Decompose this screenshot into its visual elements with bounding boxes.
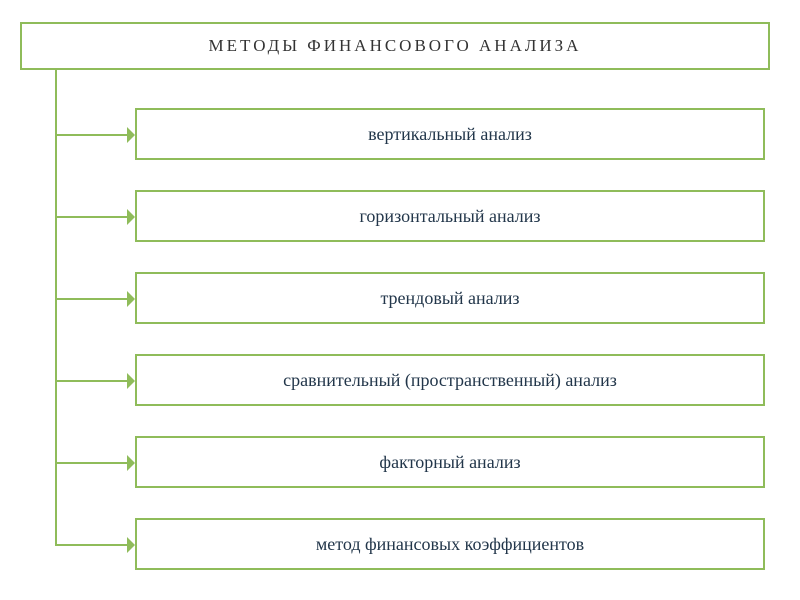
item-label: сравнительный (пространственный) анализ (283, 370, 617, 391)
item-label: метод финансовых коэффициентов (316, 534, 584, 555)
item-label: горизонтальный анализ (360, 206, 541, 227)
diagram-container: МЕТОДЫ ФИНАНСОВОГО АНАЛИЗА вертикальный … (0, 0, 800, 600)
branch-line (55, 544, 127, 546)
arrow-right-icon (127, 537, 135, 553)
branch-line (55, 134, 127, 136)
header-box: МЕТОДЫ ФИНАНСОВОГО АНАЛИЗА (20, 22, 770, 70)
item-box: сравнительный (пространственный) анализ (135, 354, 765, 406)
item-label: вертикальный анализ (368, 124, 532, 145)
trunk-line (55, 70, 57, 546)
arrow-right-icon (127, 127, 135, 143)
item-label: факторный анализ (379, 452, 520, 473)
header-label: МЕТОДЫ ФИНАНСОВОГО АНАЛИЗА (209, 36, 582, 56)
arrow-right-icon (127, 209, 135, 225)
arrow-right-icon (127, 373, 135, 389)
item-label: трендовый анализ (380, 288, 519, 309)
item-box: горизонтальный анализ (135, 190, 765, 242)
branch-line (55, 462, 127, 464)
item-box: метод финансовых коэффициентов (135, 518, 765, 570)
arrow-right-icon (127, 291, 135, 307)
branch-line (55, 380, 127, 382)
item-box: трендовый анализ (135, 272, 765, 324)
item-box: факторный анализ (135, 436, 765, 488)
item-box: вертикальный анализ (135, 108, 765, 160)
branch-line (55, 216, 127, 218)
branch-line (55, 298, 127, 300)
arrow-right-icon (127, 455, 135, 471)
